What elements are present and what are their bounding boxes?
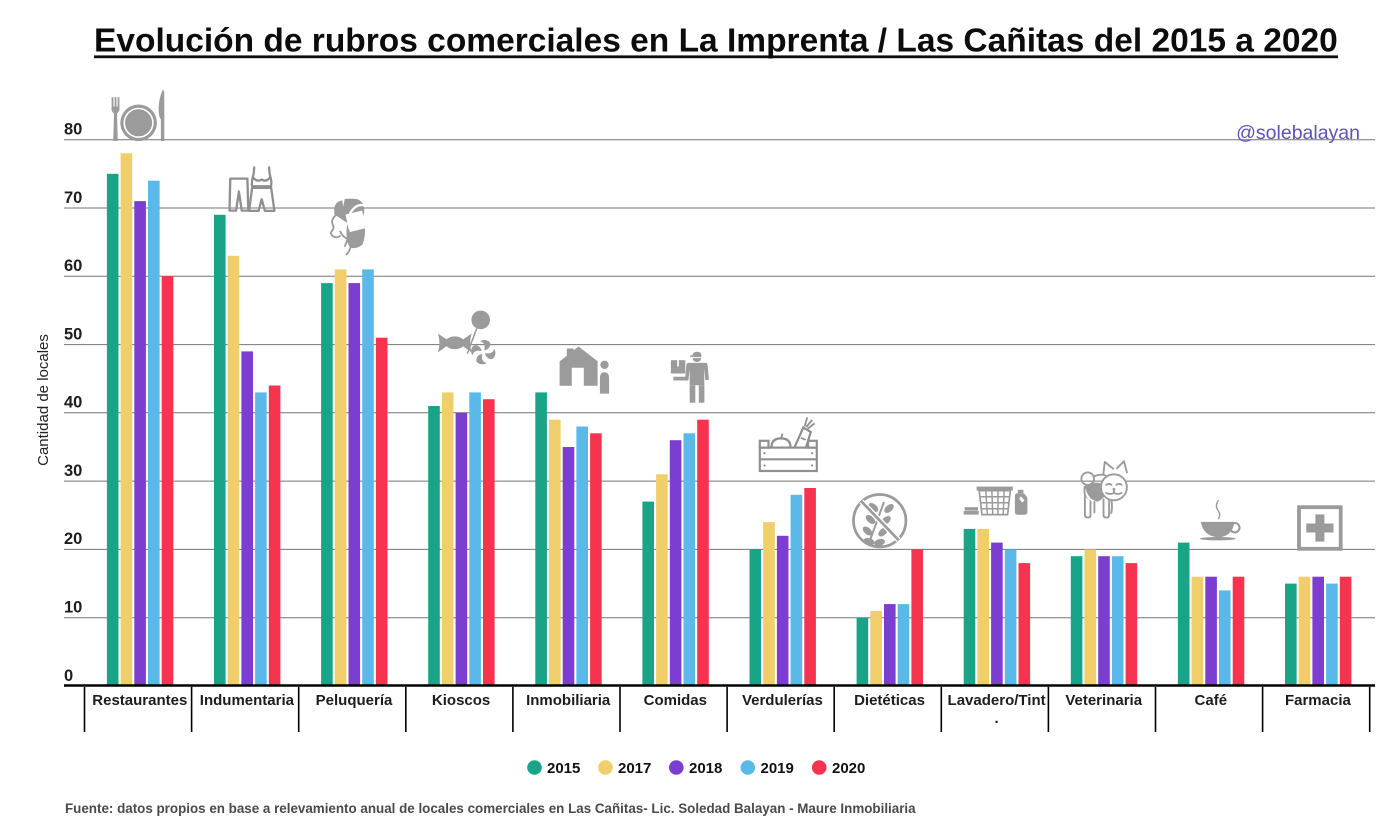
svg-text:Dietéticas: Dietéticas [854, 692, 925, 709]
svg-text:2020: 2020 [832, 760, 865, 777]
svg-text:80: 80 [64, 121, 82, 139]
svg-text:Restaurantes: Restaurantes [92, 692, 187, 709]
svg-text:Fuente: datos propios en base: Fuente: datos propios en base a relevami… [65, 801, 916, 816]
svg-text:Verdulerías: Verdulerías [742, 692, 823, 709]
svg-text:70: 70 [64, 189, 82, 207]
svg-text:Evolución de rubros comerciale: Evolución de rubros comerciales en La Im… [94, 23, 1338, 60]
svg-text:0: 0 [64, 667, 73, 685]
svg-text:Inmobiliaria: Inmobiliaria [526, 692, 611, 709]
svg-text:20: 20 [64, 530, 82, 548]
svg-text:40: 40 [64, 394, 82, 412]
svg-text:Farmacia: Farmacia [1285, 692, 1352, 709]
svg-text:10: 10 [64, 599, 82, 617]
svg-text:Lavadero/Tint: Lavadero/Tint [948, 692, 1046, 709]
svg-text:Indumentaria: Indumentaria [200, 692, 295, 709]
svg-text:Kioscos: Kioscos [432, 692, 490, 709]
svg-text:2018: 2018 [689, 760, 722, 777]
svg-text:@solebalayan: @solebalayan [1236, 122, 1360, 144]
svg-text:30: 30 [64, 462, 82, 480]
svg-text:.: . [995, 710, 999, 727]
svg-text:Veterinaria: Veterinaria [1065, 692, 1142, 709]
svg-text:Comidas: Comidas [644, 692, 707, 709]
svg-text:2017: 2017 [618, 760, 651, 777]
svg-text:2015: 2015 [547, 760, 580, 777]
svg-text:60: 60 [64, 257, 82, 275]
svg-text:Peluquería: Peluquería [316, 692, 393, 709]
svg-text:2019: 2019 [761, 760, 794, 777]
svg-text:Cantidad de locales: Cantidad de locales [35, 334, 52, 466]
svg-text:Café: Café [1195, 692, 1228, 709]
svg-text:50: 50 [64, 325, 82, 343]
